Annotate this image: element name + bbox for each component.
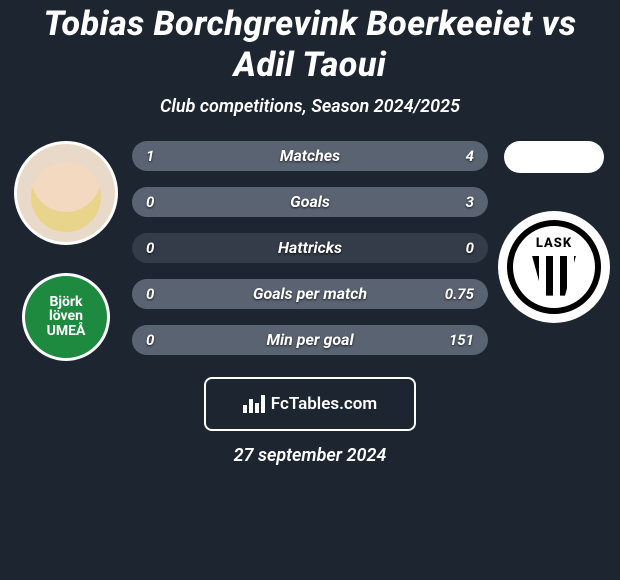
stat-value-left: 0 [132, 233, 168, 263]
player1-club-text: Björk löven UMEÅ [47, 295, 86, 339]
player2-avatar-placeholder [504, 141, 604, 173]
stat-row: 0Goals per match0.75 [132, 279, 488, 309]
stat-label: Hattricks [132, 233, 488, 263]
subtitle: Club competitions, Season 2024/2025 [0, 96, 620, 117]
stat-value-right: 0 [452, 233, 488, 263]
stat-value-left: 0 [132, 187, 168, 217]
brand-text: FcTables.com [271, 394, 377, 414]
stat-row: 1Matches4 [132, 141, 488, 171]
stat-value-right: 4 [452, 141, 488, 171]
player2-club-text: LASK [536, 236, 572, 251]
bar-fill-right [203, 141, 488, 171]
stat-row: 0Hattricks0 [132, 233, 488, 263]
stat-value-right: 0.75 [431, 279, 488, 309]
comparison-panel: Björk löven UMEÅ 1Matches40Goals30Hattri… [0, 141, 620, 371]
stat-value-left: 0 [132, 279, 168, 309]
stat-value-right: 151 [435, 325, 488, 355]
stat-value-left: 1 [132, 141, 168, 171]
player1-club-badge: Björk löven UMEÅ [22, 273, 110, 361]
bar-chart-icon [243, 395, 265, 413]
stat-value-right: 3 [452, 187, 488, 217]
stat-bars: 1Matches40Goals30Hattricks00Goals per ma… [126, 141, 494, 371]
player1-avatar [14, 141, 118, 245]
player1-column: Björk löven UMEÅ [6, 141, 126, 361]
stat-row: 0Min per goal151 [132, 325, 488, 355]
player2-column: LASK [494, 141, 614, 323]
bar-fill-right [132, 187, 488, 217]
brand-card[interactable]: FcTables.com [204, 377, 416, 431]
stat-row: 0Goals3 [132, 187, 488, 217]
date-text: 27 september 2024 [0, 445, 620, 466]
player2-club-badge: LASK [498, 211, 610, 323]
page-title: Tobias Borchgrevink Boerkeeiet vs Adil T… [0, 0, 620, 96]
stat-value-left: 0 [132, 325, 168, 355]
club-stripes-icon [532, 256, 576, 296]
